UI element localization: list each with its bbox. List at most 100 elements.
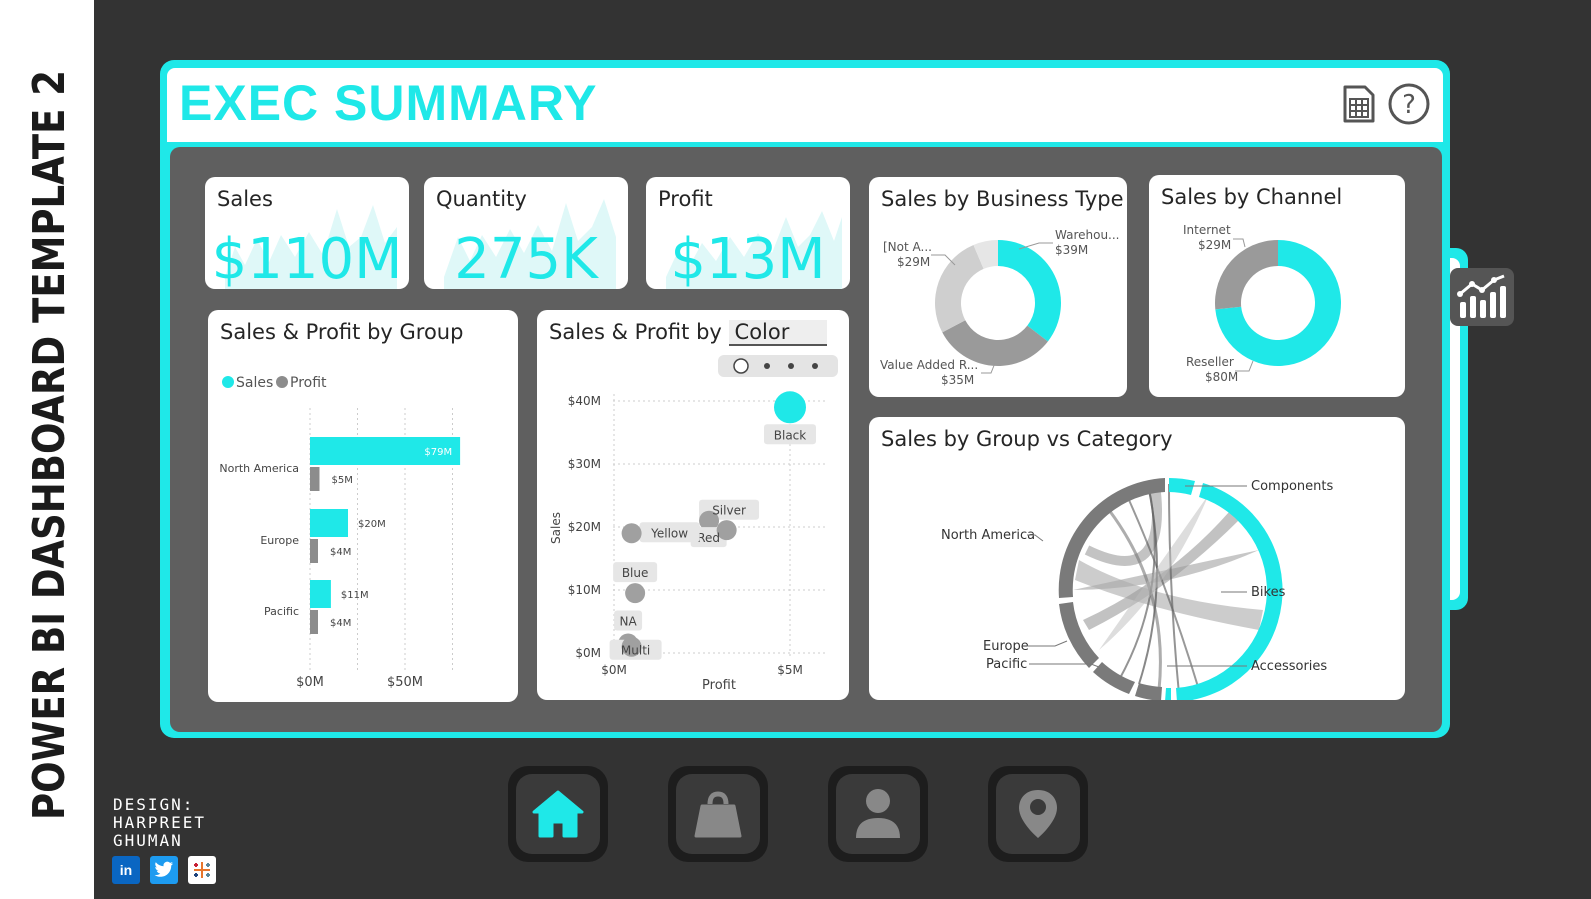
slice-label-value: $29M: [897, 255, 930, 269]
scatter-point[interactable]: [699, 510, 720, 531]
table-icon[interactable]: [1337, 82, 1381, 126]
bar-label: $4M: [330, 547, 351, 558]
donut-slice[interactable]: [973, 240, 998, 269]
donut-slice[interactable]: [1215, 240, 1341, 366]
channel-donut-card[interactable]: Sales by Channel Internet $29M Reseller …: [1149, 175, 1405, 397]
design-label: DESIGN:: [113, 795, 195, 814]
page-dot[interactable]: [788, 363, 794, 369]
slice-label-name: [Not A...: [883, 240, 932, 254]
scatter-point[interactable]: [716, 520, 737, 541]
kpi-value: $110M: [211, 227, 403, 289]
nav-products-button[interactable]: [668, 766, 768, 862]
arc-north-america: [1058, 478, 1165, 598]
kpi-card-quantity[interactable]: Quantity 275K: [424, 177, 628, 289]
chord-label-right: Accessories: [1251, 659, 1327, 674]
pagination-dots[interactable]: [718, 355, 838, 377]
legend-profit-swatch: [276, 376, 288, 388]
page-title: EXEC SUMMARY: [179, 75, 598, 131]
x-tick: $5M: [777, 663, 803, 677]
chord-chart-card[interactable]: Sales by Group vs Category North America: [869, 417, 1405, 700]
chart-title: Sales by Group vs Category: [881, 427, 1173, 451]
tableau-icon[interactable]: [188, 856, 216, 884]
nav-home-button[interactable]: [508, 766, 608, 862]
nav-map-button[interactable]: [988, 766, 1088, 862]
point-label: Yellow: [650, 526, 688, 540]
social-links: in: [112, 856, 216, 884]
arc-europe: [1093, 662, 1135, 694]
group-bar-chart: Sales Profit North America $79M $5M Europe $…: [219, 375, 461, 690]
help-icon[interactable]: ?: [1387, 82, 1431, 126]
linkedin-icon[interactable]: in: [112, 856, 140, 884]
slice-label-name: Value Added R...: [880, 358, 978, 372]
group-category-chord: North America Europe Pacific Components …: [941, 477, 1333, 700]
nav-customers-button[interactable]: [828, 766, 928, 862]
slice-label-name: Warehou...: [1055, 228, 1120, 242]
slice-label-value: $35M: [941, 373, 974, 387]
bar-label: $4M: [330, 618, 351, 629]
donut-slice[interactable]: [998, 240, 1061, 342]
chord-label-left: North America: [941, 528, 1035, 543]
scatter-point[interactable]: [774, 391, 806, 424]
bar-label: $5M: [332, 475, 353, 486]
scatter-point[interactable]: [625, 583, 646, 604]
slice-label-name: Internet: [1183, 223, 1231, 237]
bar-label: $79M: [424, 447, 452, 458]
kpi-label: Quantity: [436, 187, 527, 211]
y-tick: $40M: [568, 394, 601, 408]
page-header: EXEC SUMMARY ?: [167, 68, 1443, 142]
bar-profit[interactable]: [310, 467, 320, 491]
kpi-label: Sales: [217, 187, 273, 211]
field-selector[interactable]: Color: [728, 320, 828, 346]
business-type-donut-card[interactable]: Sales by Business Type Warehou... $39M […: [869, 177, 1127, 397]
kpi-card-sales[interactable]: Sales $110M: [205, 177, 409, 289]
bar-sales[interactable]: [310, 437, 461, 465]
x-axis-label: Profit: [702, 678, 736, 693]
category-label: North America: [219, 462, 299, 475]
group-bar-chart-card[interactable]: Sales & Profit by Group Sales Profit Nor…: [208, 310, 518, 702]
bar-label: $11M: [341, 590, 369, 601]
chord-label-left: Europe: [983, 639, 1029, 654]
scatter-point[interactable]: [621, 523, 642, 544]
y-tick: $10M: [568, 583, 601, 597]
bar-sales[interactable]: [310, 580, 331, 608]
bar-profit[interactable]: [310, 539, 318, 563]
kpi-value: $13M: [670, 227, 826, 289]
color-scatter-chart: $0M $10M $20M $30M $40M $0M $5M Black Silver Red…: [549, 355, 838, 693]
point-label-bg: [613, 562, 658, 583]
point-label: Blue: [622, 566, 649, 580]
x-tick: $0M: [601, 663, 627, 677]
chart-title: Sales & Profit by Color: [549, 320, 828, 346]
page-dot-active[interactable]: [733, 358, 749, 374]
bar-sales[interactable]: [310, 509, 348, 537]
chart-title: Sales & Profit by Group: [220, 320, 464, 344]
legend-profit-label: Profit: [290, 375, 327, 391]
donut-slice[interactable]: [942, 320, 1048, 366]
chart-title: Sales by Channel: [1161, 185, 1343, 209]
y-axis-label: Sales: [549, 512, 563, 544]
arc-accessories: [1165, 688, 1171, 700]
designer-first-name: HARPREET: [113, 813, 207, 832]
kpi-card-profit[interactable]: Profit $13M: [646, 177, 850, 289]
donut-slice[interactable]: [935, 244, 984, 333]
slice-label-name: Reseller: [1186, 355, 1234, 369]
location-pin-icon: [1019, 790, 1057, 838]
scatter-point[interactable]: [621, 636, 642, 657]
donut-slice[interactable]: [1215, 240, 1278, 310]
chord-label-right: Components: [1251, 479, 1333, 494]
legend-sales-label: Sales: [236, 375, 273, 391]
analytics-icon[interactable]: [1450, 268, 1514, 326]
page-dot[interactable]: [764, 363, 770, 369]
page-dot[interactable]: [812, 363, 818, 369]
twitter-icon[interactable]: [150, 856, 178, 884]
slice-label-value: $80M: [1205, 370, 1238, 384]
color-scatter-chart-card[interactable]: Sales & Profit by Color $0M $10M $20M $30M $…: [537, 310, 849, 700]
chart-title-prefix: Sales & Profit by: [549, 320, 722, 344]
bar-profit[interactable]: [310, 610, 318, 634]
y-tick: $0M: [575, 646, 601, 660]
y-tick: $30M: [568, 457, 601, 471]
point-label: Red: [697, 531, 720, 545]
left-sidebar: POWER BI DASHBOARD TEMPLATE 2: [0, 0, 94, 899]
profit-sparkline: [666, 211, 842, 289]
point-label: Multi: [621, 644, 650, 658]
vertical-title: POWER BI DASHBOARD TEMPLATE 2: [24, 70, 75, 820]
